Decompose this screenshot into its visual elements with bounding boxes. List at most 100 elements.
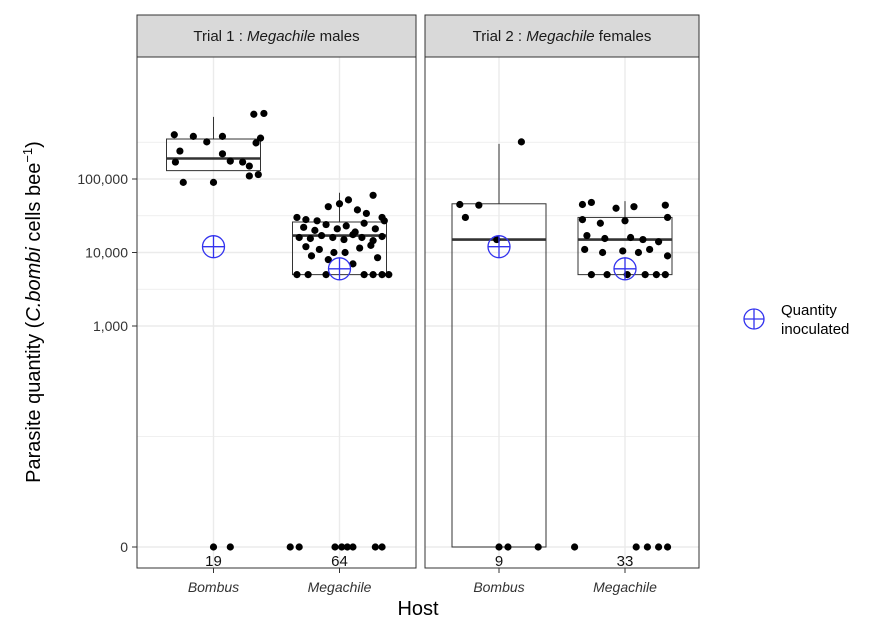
data-point xyxy=(571,543,579,551)
data-point xyxy=(295,233,303,242)
data-point xyxy=(587,198,596,207)
data-point xyxy=(373,254,382,262)
data-point xyxy=(331,543,339,551)
data-point xyxy=(360,271,368,279)
data-point xyxy=(369,191,377,199)
data-point xyxy=(621,217,629,225)
data-point xyxy=(340,235,348,244)
sample-size-label: 64 xyxy=(331,553,348,570)
data-point xyxy=(307,252,316,260)
x-tick-label: Bombus xyxy=(188,579,239,595)
inoculated-marker xyxy=(201,235,226,259)
data-point xyxy=(311,226,319,234)
data-point xyxy=(380,217,388,225)
data-point xyxy=(245,172,253,180)
axes: 0 1,000 10,000 100,000 Bombus Megachile Bombus… xyxy=(77,171,657,595)
data-point xyxy=(663,252,672,260)
data-point xyxy=(245,162,253,170)
sample-size-label: 33 xyxy=(617,553,634,570)
data-point xyxy=(286,543,294,551)
data-point xyxy=(176,147,184,155)
y-tick-label: 100,000 xyxy=(77,171,128,187)
legend-label-line2: inoculated xyxy=(781,321,849,338)
data-point xyxy=(341,248,349,257)
data-point xyxy=(475,201,483,209)
data-point xyxy=(378,543,386,551)
inoculated-marker xyxy=(613,257,637,281)
data-point xyxy=(630,203,638,211)
box-iqr xyxy=(166,138,261,172)
data-point xyxy=(300,223,308,231)
data-point xyxy=(338,543,346,551)
data-point xyxy=(179,178,187,186)
data-point xyxy=(371,543,379,551)
data-point xyxy=(596,219,604,227)
data-point xyxy=(369,271,377,279)
data-point xyxy=(583,231,591,240)
data-point xyxy=(378,271,386,279)
data-point xyxy=(293,271,301,279)
legend-label-line1: Quantity xyxy=(781,302,837,319)
data-point xyxy=(655,238,663,246)
data-point xyxy=(601,234,609,243)
data-point xyxy=(218,132,227,140)
y-tick-label: 10,000 xyxy=(85,245,128,261)
data-point xyxy=(371,225,379,233)
data-point xyxy=(239,158,247,166)
data-point xyxy=(254,170,262,179)
data-point xyxy=(517,138,526,146)
data-point xyxy=(356,244,364,252)
data-point xyxy=(643,543,652,551)
data-point xyxy=(189,132,197,140)
data-point xyxy=(342,222,350,230)
data-point xyxy=(663,543,672,551)
sample-size-label: 9 xyxy=(495,553,503,570)
data-point xyxy=(344,196,353,204)
panel-trial-1-background xyxy=(137,57,416,568)
x-tick-label: Bombus xyxy=(473,579,524,595)
grid-lines xyxy=(137,57,699,568)
data-point xyxy=(358,233,366,242)
panel-trial-2-background xyxy=(425,57,699,568)
inoculated-markers xyxy=(201,235,637,281)
x-tick-label: Megachile xyxy=(593,579,657,595)
data-point xyxy=(349,260,357,268)
data-point xyxy=(639,235,647,244)
data-point xyxy=(226,157,234,165)
data-point xyxy=(203,138,211,146)
data-point xyxy=(304,271,312,279)
data-point xyxy=(612,204,620,212)
y-tick-label: 1,000 xyxy=(93,318,128,334)
data-point xyxy=(641,271,649,279)
data-point xyxy=(226,543,234,551)
data-point xyxy=(655,543,663,551)
legend-inoculated-symbol xyxy=(743,308,765,330)
strip-trial-1 xyxy=(136,14,417,58)
data-point xyxy=(324,256,332,264)
data-point xyxy=(322,271,330,279)
data-point xyxy=(504,543,512,551)
data-point xyxy=(171,158,180,166)
data-point xyxy=(646,245,654,254)
data-point xyxy=(367,241,375,249)
data-point xyxy=(495,543,503,551)
strip-trial-2-label: Trial 2 : Megachile females xyxy=(473,28,652,45)
sample-size-label: 19 xyxy=(205,553,222,570)
data-point xyxy=(343,543,351,551)
data-point xyxy=(324,203,332,211)
data-point xyxy=(256,134,265,142)
data-point xyxy=(661,271,669,279)
data-point xyxy=(252,139,260,147)
data-point xyxy=(362,209,370,218)
data-point xyxy=(587,271,596,279)
y-axis-title: Parasite quantity (C.bombi cells bee−1) xyxy=(20,141,45,483)
data-point xyxy=(250,110,258,118)
y-tick-label: 0 xyxy=(120,539,128,555)
data-point xyxy=(330,248,338,257)
data-point xyxy=(652,271,660,279)
data-point xyxy=(353,206,362,214)
data-point xyxy=(661,201,669,209)
legend: Quantity inoculated xyxy=(743,302,849,338)
data-point xyxy=(335,200,344,208)
data-point xyxy=(663,213,672,222)
